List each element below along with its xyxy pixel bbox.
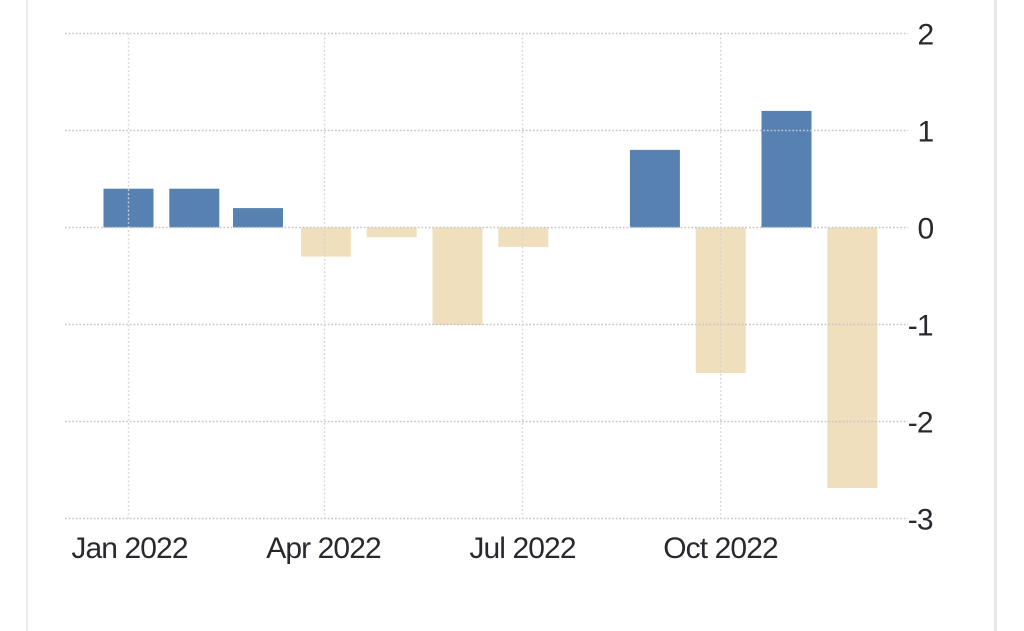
svg-text:0: 0 <box>918 213 934 246</box>
svg-text:Oct 2022: Oct 2022 <box>663 532 778 565</box>
svg-text:Jul 2022: Jul 2022 <box>469 532 575 565</box>
svg-text:-3: -3 <box>908 504 933 537</box>
svg-text:Apr 2022: Apr 2022 <box>266 532 381 565</box>
svg-text:-2: -2 <box>908 407 933 440</box>
svg-text:-1: -1 <box>908 310 933 343</box>
svg-text:2: 2 <box>918 19 934 52</box>
svg-text:1: 1 <box>918 116 934 149</box>
svg-text:Jan 2022: Jan 2022 <box>71 532 187 565</box>
